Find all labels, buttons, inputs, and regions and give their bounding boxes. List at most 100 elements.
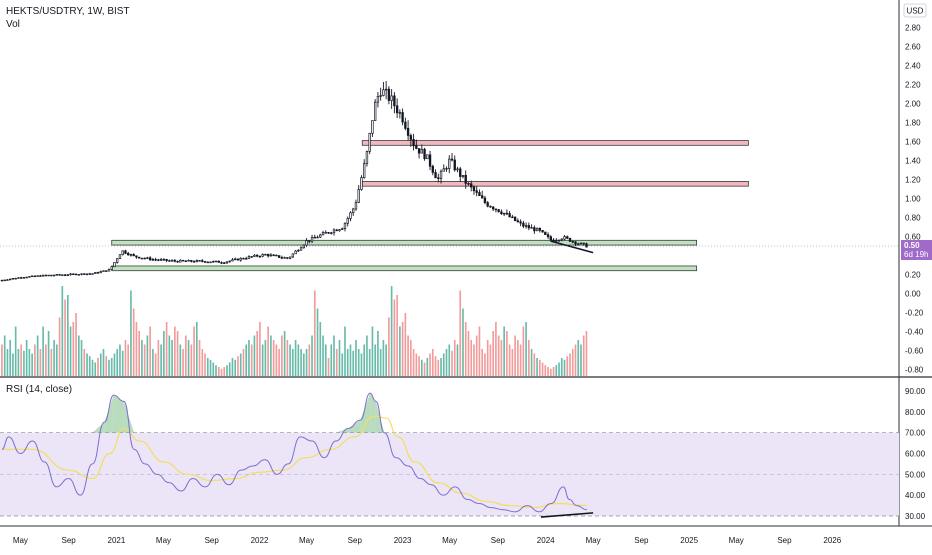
volume-bar bbox=[346, 349, 349, 376]
candle-body bbox=[198, 260, 201, 262]
candle-body bbox=[511, 216, 514, 219]
candle-body bbox=[349, 212, 352, 219]
candle-body bbox=[357, 189, 360, 203]
volume-bar bbox=[302, 353, 305, 376]
time-tick-label: May bbox=[156, 536, 171, 545]
candle-body bbox=[373, 101, 377, 121]
volume-bar bbox=[344, 326, 346, 376]
candle-body bbox=[242, 257, 245, 260]
price-badge-countdown: 6d 19h bbox=[904, 250, 928, 259]
rsi-overbought-fill bbox=[370, 393, 376, 433]
candle-body bbox=[168, 260, 171, 262]
volume-bar bbox=[448, 344, 451, 376]
candle-body bbox=[544, 231, 547, 236]
candle-body bbox=[412, 139, 415, 147]
volume-bar bbox=[245, 344, 248, 376]
candle-body bbox=[212, 260, 215, 263]
candle-body bbox=[91, 273, 94, 275]
volume-bar bbox=[160, 344, 162, 376]
candle-body bbox=[30, 275, 34, 278]
candle-body bbox=[162, 258, 166, 261]
candle-body bbox=[187, 259, 190, 262]
volume-bar bbox=[12, 353, 14, 376]
candle-body bbox=[470, 183, 473, 188]
red-zone bbox=[361, 140, 749, 146]
volume-bar bbox=[440, 358, 442, 376]
candle-body bbox=[63, 274, 67, 276]
time-tick-label: May bbox=[299, 536, 314, 545]
price-tick-label: 0.80 bbox=[905, 214, 921, 223]
volume-bar bbox=[152, 349, 154, 376]
volume-bar bbox=[143, 344, 146, 376]
volume-bar bbox=[42, 326, 44, 376]
volume-bar bbox=[305, 349, 308, 376]
candle-body bbox=[560, 238, 563, 241]
candle-body bbox=[327, 232, 330, 234]
candle-body bbox=[464, 174, 467, 184]
volume-bar bbox=[239, 353, 242, 376]
candle-body bbox=[264, 254, 267, 256]
volume-bar bbox=[335, 349, 338, 376]
price-tick-label: 2.20 bbox=[905, 81, 921, 90]
volume-bar bbox=[399, 326, 401, 376]
candle-body bbox=[148, 257, 152, 261]
candle-body bbox=[431, 165, 434, 173]
price-trendline bbox=[550, 240, 594, 254]
price-tick-label: -0.80 bbox=[905, 366, 924, 375]
volume-bar bbox=[371, 326, 374, 376]
candle-body bbox=[105, 270, 108, 272]
volume-bar bbox=[549, 368, 552, 376]
candle-body bbox=[368, 132, 371, 152]
candle-body bbox=[420, 148, 423, 154]
candle-body bbox=[475, 190, 478, 193]
volume-bar bbox=[116, 349, 119, 376]
candle-body bbox=[209, 261, 212, 264]
volume-bar bbox=[497, 335, 500, 376]
candle-body bbox=[146, 257, 149, 259]
candle-body bbox=[390, 95, 393, 101]
candle-body bbox=[299, 247, 303, 251]
time-tick-label: May bbox=[13, 536, 28, 545]
volume-bar bbox=[267, 326, 269, 376]
volume-bar bbox=[478, 326, 481, 376]
candle-body bbox=[338, 229, 341, 232]
volume-bar bbox=[242, 349, 245, 376]
volume-bar bbox=[506, 331, 508, 376]
rsi-overbought-fill bbox=[104, 395, 114, 433]
volume-bar bbox=[538, 359, 541, 376]
candle-body bbox=[225, 261, 229, 264]
candle-body bbox=[346, 218, 349, 224]
volume-label: Vol bbox=[6, 19, 20, 30]
candle-body bbox=[272, 254, 275, 257]
volume-bar bbox=[415, 353, 418, 376]
candle-body bbox=[11, 278, 15, 280]
volume-bar bbox=[127, 344, 130, 376]
volume-bar bbox=[113, 353, 116, 376]
candle-body bbox=[203, 261, 207, 263]
time-tick-label: 2025 bbox=[680, 536, 698, 545]
candle-body bbox=[360, 177, 363, 190]
volume-bar bbox=[14, 326, 17, 376]
candle-body bbox=[478, 192, 481, 197]
volume-bar bbox=[316, 308, 319, 376]
candle-body bbox=[387, 88, 391, 101]
candle-body bbox=[80, 273, 83, 275]
candle-body bbox=[266, 254, 270, 257]
volume-bar bbox=[552, 367, 555, 376]
volume-bar bbox=[294, 340, 297, 376]
candle-body bbox=[217, 260, 220, 263]
candle-body bbox=[151, 259, 155, 261]
candle-body bbox=[55, 274, 59, 276]
candle-body bbox=[533, 227, 536, 232]
volume-bar bbox=[66, 295, 69, 376]
volume-bar bbox=[119, 344, 121, 376]
candle-body bbox=[442, 168, 445, 172]
volume-bar bbox=[226, 365, 228, 376]
price-tick-label: 1.20 bbox=[905, 176, 921, 185]
volume-bar bbox=[481, 349, 484, 376]
candle-body bbox=[6, 279, 9, 281]
volume-bar bbox=[278, 349, 280, 376]
volume-bar bbox=[431, 349, 434, 376]
volume-bar bbox=[396, 295, 398, 376]
